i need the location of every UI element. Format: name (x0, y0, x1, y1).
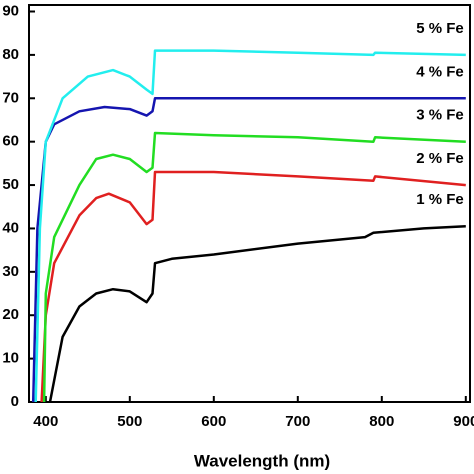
y-tick-label: 40 (2, 219, 19, 236)
x-tick-label: 900 (453, 413, 474, 430)
y-tick-label: 0 (11, 393, 19, 410)
y-tick-label: 50 (2, 176, 19, 193)
y-tick-label: 10 (2, 350, 19, 367)
x-tick-label: 700 (285, 413, 310, 430)
y-tick-label: 60 (2, 133, 19, 150)
series-line (42, 131, 466, 403)
series-line (40, 170, 466, 403)
series-label: 1 % Fe (416, 191, 464, 208)
x-tick-label: 400 (33, 413, 58, 430)
series-line (48, 225, 466, 403)
series-label: 3 % Fe (416, 107, 464, 124)
y-tick-label: 20 (2, 306, 19, 323)
x-tick-label: 800 (369, 413, 394, 430)
x-tick-label: 600 (201, 413, 226, 430)
x-axis-label: Wavelength (nm) (194, 451, 330, 470)
series-label: 4 % Fe (416, 63, 464, 80)
x-tick-label: 500 (117, 413, 142, 430)
series-label: 5 % Fe (416, 20, 464, 37)
series-label: 2 % Fe (416, 150, 464, 167)
y-tick-label: 80 (2, 46, 19, 63)
y-tick-label: 70 (2, 89, 19, 106)
series-line (34, 49, 466, 403)
y-tick-label: 90 (2, 2, 19, 19)
plot-frame (28, 4, 471, 403)
y-tick-label: 30 (2, 263, 19, 280)
